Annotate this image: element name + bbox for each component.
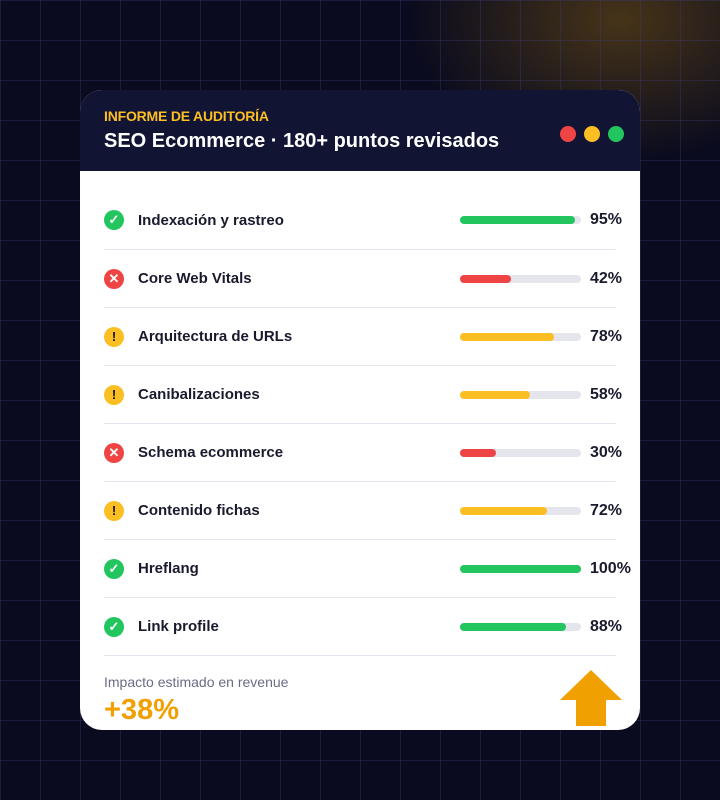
audit-list: ✓ Indexación y rastreo 95% ✕ Core Web Vit… bbox=[80, 171, 640, 656]
progress-fill bbox=[460, 332, 555, 341]
progress-fill bbox=[460, 448, 497, 457]
window-dots bbox=[560, 126, 624, 142]
warning-circle-icon: ! bbox=[104, 326, 124, 347]
audit-percent: 42% bbox=[590, 269, 623, 287]
progress-fill bbox=[460, 390, 531, 399]
audit-row: ✓ Link profile 88% bbox=[104, 598, 622, 656]
progress-bar bbox=[460, 622, 581, 631]
audit-card: INFORME DE AUDITORÍA SEO Ecommerce · 180… bbox=[80, 90, 640, 730]
progress-fill bbox=[460, 216, 575, 224]
audit-label: Arquitectura de URLs bbox=[138, 328, 293, 345]
maximize-dot bbox=[608, 126, 624, 142]
progress-fill bbox=[460, 506, 548, 515]
progress-fill bbox=[460, 274, 511, 283]
check-circle-icon: ✓ bbox=[104, 558, 124, 579]
card-header: INFORME DE AUDITORÍA SEO Ecommerce · 180… bbox=[80, 90, 640, 171]
x-circle-icon: ✕ bbox=[104, 268, 124, 289]
audit-row: ! Canibalizaciones 58% bbox=[104, 366, 622, 424]
progress-bar bbox=[460, 390, 581, 399]
audit-percent: 30% bbox=[590, 443, 623, 461]
audit-row: ✕ Core Web Vitals 42% bbox=[104, 250, 622, 308]
arrow-up-icon bbox=[560, 670, 622, 726]
warning-circle-icon: ! bbox=[104, 500, 124, 521]
audit-label: Core Web Vitals bbox=[138, 270, 252, 287]
audit-percent: 88% bbox=[590, 617, 623, 635]
progress-fill bbox=[460, 622, 567, 631]
minimize-dot bbox=[584, 126, 600, 142]
audit-row: ✕ Schema ecommerce 30% bbox=[104, 424, 622, 482]
impact-footer: Impacto estimado en revenue +38% bbox=[80, 656, 640, 730]
progress-bar bbox=[460, 332, 581, 341]
audit-row: ✓ Indexación y rastreo 95% bbox=[104, 191, 622, 250]
audit-label: Canibalizaciones bbox=[138, 386, 260, 403]
audit-percent: 100% bbox=[590, 559, 631, 577]
audit-label: Schema ecommerce bbox=[138, 444, 284, 461]
progress-bar bbox=[460, 564, 581, 573]
audit-row: ✓ Hreflang 100% bbox=[104, 540, 631, 598]
close-dot bbox=[560, 126, 576, 142]
audit-row: ! Arquitectura de URLs 78% bbox=[104, 308, 622, 366]
progress-bar bbox=[460, 274, 581, 283]
audit-label: Link profile bbox=[138, 618, 219, 635]
impact-value: +38% bbox=[104, 694, 179, 726]
check-circle-icon: ✓ bbox=[104, 210, 124, 230]
audit-percent: 58% bbox=[590, 385, 623, 403]
audit-percent: 78% bbox=[590, 327, 623, 345]
audit-label: Indexación y rastreo bbox=[138, 211, 284, 229]
x-circle-icon: ✕ bbox=[104, 442, 124, 463]
audit-percent: 72% bbox=[590, 501, 623, 519]
audit-label: Contenido fichas bbox=[138, 502, 260, 519]
progress-bar bbox=[460, 506, 581, 515]
audit-row: ! Contenido fichas 72% bbox=[104, 482, 622, 540]
header-kicker: INFORME DE AUDITORÍA bbox=[104, 108, 269, 124]
audit-label: Hreflang bbox=[138, 560, 199, 577]
progress-fill bbox=[460, 564, 581, 573]
progress-bar bbox=[460, 216, 581, 224]
audit-percent: 95% bbox=[590, 211, 623, 228]
warning-circle-icon: ! bbox=[104, 384, 124, 405]
impact-label: Impacto estimado en revenue bbox=[104, 674, 289, 690]
check-circle-icon: ✓ bbox=[104, 616, 124, 637]
progress-bar bbox=[460, 448, 581, 457]
header-title: SEO Ecommerce · 180+ puntos revisados bbox=[104, 130, 500, 152]
